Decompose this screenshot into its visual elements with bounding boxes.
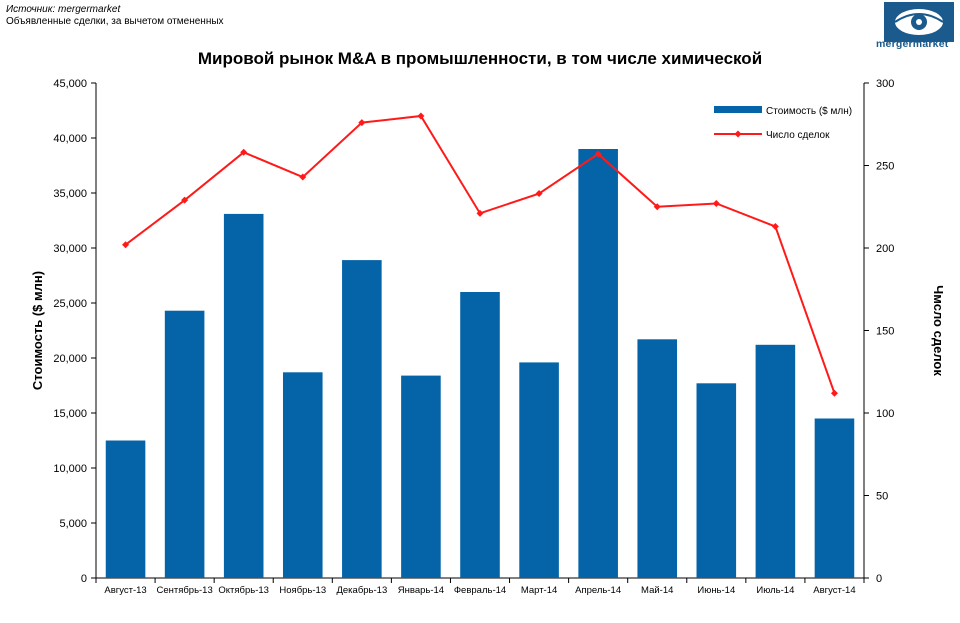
bar [756,345,796,578]
bar [637,339,677,578]
x-tick-label: Октябрь-13 [218,585,269,596]
bar [697,383,737,578]
bar [165,311,205,578]
legend-marker-line [735,131,742,138]
x-tick-label: Сентябрь-13 [156,585,212,596]
y-axis-title: Стоимость ($ млн) [30,271,45,390]
y-tick-label: 20,000 [53,353,87,365]
x-tick-label: Май-14 [641,585,673,596]
y-tick-label: 25,000 [53,298,87,310]
x-tick-label: Январь-14 [398,585,444,596]
bar [519,362,559,578]
y2-tick-label: 300 [876,78,894,90]
y2-tick-label: 150 [876,326,894,338]
bar [283,372,323,578]
x-tick-label: Июнь-14 [697,585,735,596]
bar [401,376,441,578]
y-tick-label: 35,000 [53,188,87,200]
bar [460,292,500,578]
x-tick-label: Февраль-14 [454,585,506,596]
y-tick-label: 10,000 [53,463,87,475]
x-tick-label: Июль-14 [756,585,794,596]
x-tick-label: Декабрь-13 [336,585,387,596]
y2-tick-label: 200 [876,243,894,255]
y2-tick-label: 50 [876,491,888,503]
legend-swatch-bars [714,106,762,113]
line-point [772,223,779,230]
x-tick-label: Август-14 [813,585,855,596]
x-tick-label: Ноябрь-13 [279,585,326,596]
y-tick-label: 40,000 [53,133,87,145]
y2-tick-label: 100 [876,408,894,420]
line-point [831,390,838,397]
y2-tick-label: 0 [876,573,882,585]
line-point [713,200,720,207]
chart-title: Мировой рынок M&A в промышленности, в то… [198,49,762,68]
legend-label-line: Число сделок [766,130,830,141]
y-tick-label: 0 [81,573,87,585]
bar [342,260,382,578]
x-tick-label: Март-14 [521,585,557,596]
legend-label-bars: Стоимость ($ млн) [766,106,852,117]
bar [106,441,146,579]
y-tick-label: 45,000 [53,78,87,90]
bar [578,149,618,578]
y2-tick-label: 250 [876,161,894,173]
y-tick-label: 5,000 [59,518,87,530]
bar [224,214,264,578]
y2-axis-title: Чмсло сделок [931,285,946,376]
y-tick-label: 30,000 [53,243,87,255]
bar [815,419,855,579]
chart: Мировой рынок M&A в промышленности, в то… [0,0,960,623]
x-tick-label: Август-13 [104,585,146,596]
y-tick-label: 15,000 [53,408,87,420]
x-tick-label: Апрель-14 [575,585,621,596]
